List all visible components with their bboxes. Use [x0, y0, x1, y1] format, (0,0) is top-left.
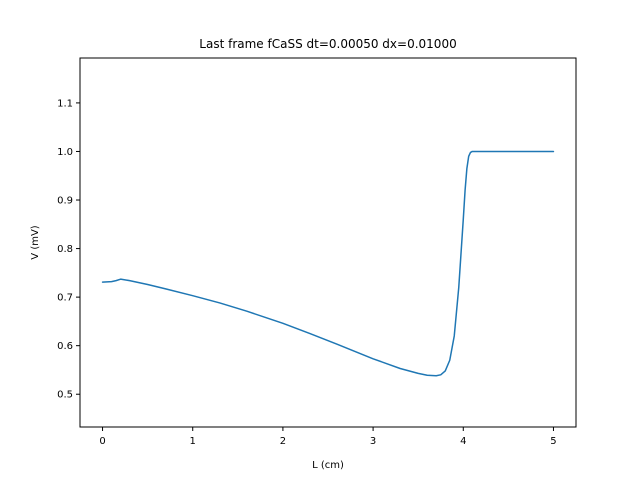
y-tick-label: 0.7: [57, 293, 73, 304]
x-tick-label: 0: [99, 436, 105, 447]
series-line: [101, 150, 555, 377]
axes-frame: [79, 57, 577, 428]
y-axis-label: V (mV): [30, 225, 41, 260]
x-tick-label: 1: [190, 436, 196, 447]
y-axis: 0.5 0.6 0.7 0.8 0.9 1.0 1.1: [57, 98, 80, 401]
x-axis: 0 1 2 3 4 5: [99, 427, 557, 447]
y-tick-label: 1.1: [57, 98, 73, 109]
x-tick-label: 4: [460, 436, 466, 447]
y-tick-label: 1.0: [57, 147, 73, 158]
plot-area: [101, 150, 555, 377]
y-tick-label: 0.8: [57, 244, 73, 255]
y-tick-label: 0.6: [57, 341, 73, 352]
x-tick-label: 2: [280, 436, 286, 447]
y-tick-label: 0.9: [57, 196, 73, 207]
y-tick-label: 0.5: [57, 390, 73, 401]
x-tick-label: 5: [550, 436, 556, 447]
x-axis-label: L (cm): [312, 460, 344, 471]
x-tick-label: 3: [370, 436, 376, 447]
chart-title: Last frame fCaSS dt=0.00050 dx=0.01000: [199, 37, 456, 51]
